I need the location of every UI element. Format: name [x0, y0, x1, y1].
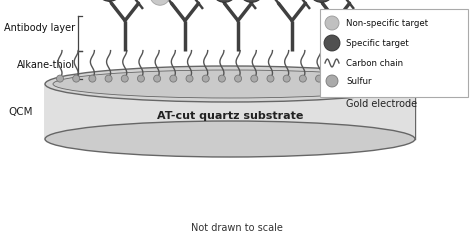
Ellipse shape	[89, 75, 96, 82]
Ellipse shape	[235, 75, 242, 82]
Ellipse shape	[238, 0, 264, 2]
Ellipse shape	[300, 75, 306, 82]
Ellipse shape	[45, 66, 415, 102]
Ellipse shape	[316, 75, 322, 82]
Polygon shape	[45, 84, 415, 139]
Ellipse shape	[186, 75, 193, 82]
Ellipse shape	[396, 75, 403, 82]
Ellipse shape	[53, 70, 407, 98]
Text: QCM: QCM	[8, 107, 33, 116]
Ellipse shape	[154, 75, 161, 82]
Ellipse shape	[150, 0, 170, 5]
Ellipse shape	[96, 0, 122, 1]
Text: Sulfur: Sulfur	[346, 76, 372, 86]
Ellipse shape	[45, 121, 415, 157]
Ellipse shape	[326, 75, 338, 87]
Text: Carbon chain: Carbon chain	[346, 59, 403, 67]
Ellipse shape	[105, 75, 112, 82]
Text: Alkane-thiol: Alkane-thiol	[17, 60, 75, 70]
Ellipse shape	[219, 75, 226, 82]
Ellipse shape	[137, 75, 145, 82]
Text: Not drawn to scale: Not drawn to scale	[191, 223, 283, 233]
Ellipse shape	[324, 35, 340, 51]
Ellipse shape	[364, 75, 371, 82]
Ellipse shape	[332, 75, 339, 82]
Ellipse shape	[309, 0, 335, 2]
Ellipse shape	[211, 0, 237, 2]
Ellipse shape	[121, 75, 128, 82]
Ellipse shape	[325, 16, 339, 30]
Ellipse shape	[170, 75, 177, 82]
Ellipse shape	[283, 75, 290, 82]
Text: Antibody layer: Antibody layer	[4, 23, 75, 33]
Ellipse shape	[251, 75, 258, 82]
Text: AT-cut quartz substrate: AT-cut quartz substrate	[157, 111, 303, 121]
Ellipse shape	[380, 75, 387, 82]
Text: Non-specific target: Non-specific target	[346, 18, 428, 27]
Ellipse shape	[56, 75, 64, 82]
Ellipse shape	[73, 75, 80, 82]
FancyBboxPatch shape	[320, 9, 468, 97]
Ellipse shape	[202, 75, 209, 82]
Ellipse shape	[267, 75, 274, 82]
Ellipse shape	[348, 75, 355, 82]
Text: Specific target: Specific target	[346, 38, 409, 48]
Text: Gold electrode: Gold electrode	[346, 99, 417, 109]
